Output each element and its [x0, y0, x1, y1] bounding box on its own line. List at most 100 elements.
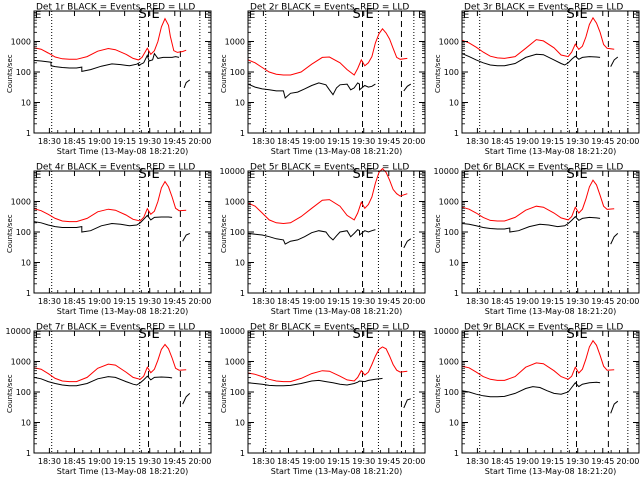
x-tick-label: 19:45	[163, 137, 186, 146]
marker-letter: E	[366, 7, 374, 22]
panel-title: Det 1r BLACK = Events, RED = LLD	[36, 3, 195, 13]
x-tick-label: 18:30	[466, 297, 489, 306]
x-tick-label: 20:00	[402, 137, 425, 146]
panel-title: Det 6r BLACK = Events, RED = LLD	[464, 163, 623, 173]
y-tick-label: 1	[26, 289, 31, 298]
y-tick-label: 1000	[225, 358, 245, 367]
x-tick-label: 19:00	[302, 137, 325, 146]
panel-title: Det 2r BLACK = Events, RED = LLD	[250, 3, 409, 13]
x-tick-label: 18:45	[491, 457, 514, 466]
series-line-events	[247, 377, 383, 387]
marker-letter: E	[463, 330, 469, 341]
y-tick-label: 100	[444, 388, 459, 397]
y-tick-label: 10000	[220, 327, 245, 336]
marker-letter: E	[632, 330, 638, 341]
series-line-events	[247, 228, 376, 245]
panel-title: Det 4r BLACK = Events, RED = LLD	[36, 163, 195, 173]
marker-letter: E	[418, 170, 424, 181]
x-axis-label: Start Time (13-May-08 18:21:20)	[57, 467, 188, 476]
x-tick-label: 19:45	[163, 297, 186, 306]
x-tick-label: 19:30	[566, 137, 589, 146]
marker-letter: E	[632, 10, 638, 21]
x-tick-label: 18:45	[277, 137, 300, 146]
y-tick-label: 1	[26, 129, 31, 138]
y-axis-label: Counts/sec	[6, 54, 14, 93]
x-tick-label: 20:00	[402, 457, 425, 466]
panel-title: Det 9r BLACK = Events, RED = LLD	[464, 323, 623, 333]
series-line-events	[461, 53, 601, 67]
y-tick-label: 10000	[434, 167, 459, 176]
x-tick-label: 18:30	[252, 457, 275, 466]
marker-letter: S	[567, 167, 575, 182]
x-tick-label: 19:00	[516, 457, 539, 466]
marker-letter: S	[567, 327, 575, 342]
x-tick-label: 20:00	[188, 297, 211, 306]
y-axis-label: Counts/sec	[220, 54, 228, 93]
x-tick-label: 19:15	[541, 137, 564, 146]
x-tick-label: 18:45	[63, 137, 86, 146]
y-tick-label: 10000	[434, 327, 459, 336]
marker-letter: E	[152, 167, 160, 182]
series-tail-events	[403, 238, 412, 249]
marker-letter: E	[463, 170, 469, 181]
series-tail-events	[610, 56, 619, 67]
series-line-events	[33, 375, 173, 387]
x-axis-label: Start Time (13-May-08 18:21:20)	[271, 307, 402, 316]
marker-letter: E	[418, 10, 424, 21]
y-tick-label: 100	[230, 388, 245, 397]
x-tick-label: 19:30	[138, 297, 161, 306]
plot-frame	[33, 330, 212, 454]
marker-letter: E	[152, 7, 160, 22]
x-tick-label: 18:45	[491, 297, 514, 306]
x-axis-label: Start Time (13-May-08 18:21:20)	[57, 147, 188, 156]
x-tick-label: 19:15	[327, 137, 350, 146]
x-axis-label: Start Time (13-May-08 18:21:20)	[485, 467, 616, 476]
y-tick-label: 10	[235, 99, 245, 108]
marker-letter: E	[35, 10, 41, 21]
y-tick-label: 100	[230, 228, 245, 237]
x-tick-label: 18:45	[491, 137, 514, 146]
y-tick-label: 100	[230, 68, 245, 77]
y-axis-label: Counts/sec	[434, 374, 442, 413]
marker-letter: E	[249, 170, 255, 181]
y-axis-label: Counts/sec	[434, 214, 442, 253]
marker-letter: S	[567, 7, 575, 22]
y-tick-label: 10	[449, 419, 459, 428]
series-line-lld	[461, 339, 615, 381]
x-tick-label: 19:30	[352, 457, 375, 466]
x-tick-label: 18:45	[63, 297, 86, 306]
panel-title: Det 8r BLACK = Events, RED = LLD	[250, 323, 409, 333]
y-tick-label: 100	[16, 228, 31, 237]
marker-letter: S	[139, 327, 147, 342]
x-tick-label: 19:15	[541, 297, 564, 306]
y-axis-label: Counts/sec	[6, 374, 14, 413]
x-tick-label: 19:00	[516, 137, 539, 146]
series-line-lld	[33, 180, 187, 223]
panel-title: Det 7r BLACK = Events, RED = LLD	[36, 323, 195, 333]
y-tick-label: 1000	[225, 198, 245, 207]
y-tick-label: 10	[21, 99, 31, 108]
x-tick-label: 19:45	[591, 137, 614, 146]
series-line-lld	[247, 167, 408, 225]
marker-letter: S	[353, 7, 361, 22]
y-tick-label: 10	[235, 419, 245, 428]
marker-letter: E	[152, 327, 160, 342]
x-tick-label: 19:45	[377, 297, 400, 306]
y-tick-label: 1000	[11, 358, 31, 367]
x-tick-label: 19:45	[163, 457, 186, 466]
y-tick-label: 100	[16, 388, 31, 397]
y-tick-label: 1	[454, 449, 459, 458]
x-tick-label: 18:45	[277, 457, 300, 466]
series-tail-events	[182, 393, 191, 405]
x-tick-label: 18:45	[63, 457, 86, 466]
x-tick-label: 18:30	[38, 137, 61, 146]
x-tick-label: 19:15	[541, 457, 564, 466]
x-tick-label: 19:00	[88, 137, 111, 146]
x-tick-label: 20:00	[616, 457, 639, 466]
plot-frame	[247, 170, 426, 294]
